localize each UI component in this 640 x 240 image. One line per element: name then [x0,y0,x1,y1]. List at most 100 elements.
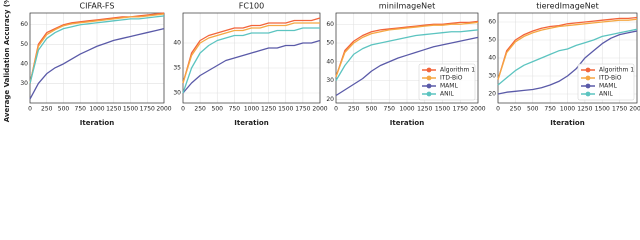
x-tick-label: 1000 [244,106,259,113]
series-line [335,36,479,97]
y-tick-label: 20 [326,96,334,103]
legend-label: ITD-BiO [440,75,463,82]
x-tick-label: 1250 [577,106,592,113]
panel: tieredImageNet 20 30 40 50 60 0 250 500 750 1000 12… [488,2,640,128]
legend-label: Algorithm 1 [599,67,634,74]
y-tick-label: 50 [20,41,28,48]
panel: miniImageNet 20 30 40 50 60 0 250 500 750 1000 1250… [326,2,485,128]
y-tick-label: 40 [20,60,28,67]
legend-label: ANIL [440,91,454,98]
legend-marker [426,75,432,81]
x-axis-label: Iteration [550,119,584,127]
legend-marker [585,91,591,97]
x-tick-label: 500 [58,106,70,113]
x-tick-label: 750 [229,106,241,113]
series-line [182,22,320,84]
x-axis-label: Iteration [234,119,268,127]
x-tick-label: 0 [496,106,500,113]
x-axis-label: Iteration [390,119,424,127]
x-tick-label: 1500 [435,106,450,113]
x-tick-label: 1750 [140,106,155,113]
x-tick-label: 1500 [595,106,610,113]
x-tick-label: 1500 [278,106,293,113]
y-tick-label: 50 [326,40,334,47]
x-tick-label: 750 [544,106,556,113]
series-line [29,13,165,84]
panel-title: miniImageNet [379,2,435,11]
x-tick-label: 250 [41,106,53,113]
legend-marker [585,83,591,89]
x-tick-label: 1250 [106,106,121,113]
x-tick-label: 2000 [629,106,640,113]
panel: CIFAR-FS 30 40 50 60 0 250 500 750 1000 1250 1500 17… [3,0,172,127]
y-tick-label: 60 [326,21,334,28]
x-tick-label: 2000 [312,106,327,113]
series-line [497,28,638,86]
legend-marker [585,67,591,73]
x-tick-label: 1250 [417,106,432,113]
x-tick-label: 2000 [156,106,171,113]
series-line [182,27,320,94]
legend-label: ITD-BiO [599,75,622,82]
panel-title: CIFAR-FS [80,2,115,11]
y-tick-label: 60 [20,21,28,28]
series-line [497,16,638,80]
y-tick-label: 20 [488,91,496,98]
y-tick-label: 30 [326,77,334,84]
plot-frame [497,12,638,104]
x-tick-label: 1000 [399,106,414,113]
series-line [335,21,479,77]
y-tick-label: 30 [173,90,181,97]
x-tick-label: 1000 [89,106,104,113]
x-tick-label: 0 [334,106,338,113]
y-tick-label: 30 [20,80,28,87]
x-tick-label: 250 [194,106,206,113]
y-tick-label: 30 [488,73,496,80]
y-tick-label: 60 [488,19,496,26]
legend-box [577,63,635,101]
y-tick-label: 35 [173,65,181,72]
panel-title: FC100 [239,2,264,11]
x-axis-label: Iteration [80,119,114,127]
series-line [29,15,165,84]
series-line [29,28,165,100]
x-tick-label: 1750 [295,106,310,113]
legend-label: MAML [599,83,617,90]
x-tick-label: 250 [348,106,360,113]
x-tick-label: 0 [181,106,185,113]
y-axis-label: Average Validation Accuracy (%) [3,0,11,122]
series-line [182,17,321,84]
x-tick-label: 750 [384,106,396,113]
plot-frame [29,12,165,104]
y-tick-label: 40 [173,40,181,47]
legend-label: MAML [440,83,458,90]
x-tick-label: 500 [366,106,378,113]
x-tick-label: 1000 [560,106,575,113]
panel-title: tieredImageNet [536,2,599,11]
x-tick-label: 500 [212,106,224,113]
plot-frame [182,12,321,104]
x-tick-label: 2000 [470,106,485,113]
series-line [29,12,165,84]
series-line [182,39,321,94]
series-line [335,20,479,77]
legend-marker [426,91,432,97]
y-tick-label: 40 [488,55,496,62]
series-line [497,30,638,95]
series-line [497,18,638,80]
legend-label: ANIL [599,91,613,98]
x-tick-label: 1250 [261,106,276,113]
x-tick-label: 0 [28,106,32,113]
y-tick-label: 50 [488,37,496,44]
panel: FC100 30 35 40 0 250 500 750 1000 1250 1500 1750 200… [173,2,327,128]
x-tick-label: 1750 [453,106,468,113]
x-tick-label: 500 [527,106,539,113]
legend-marker [426,83,432,89]
x-tick-label: 1750 [612,106,627,113]
legend-marker [426,67,432,73]
series-line [335,29,479,81]
y-tick-label: 40 [326,58,334,65]
